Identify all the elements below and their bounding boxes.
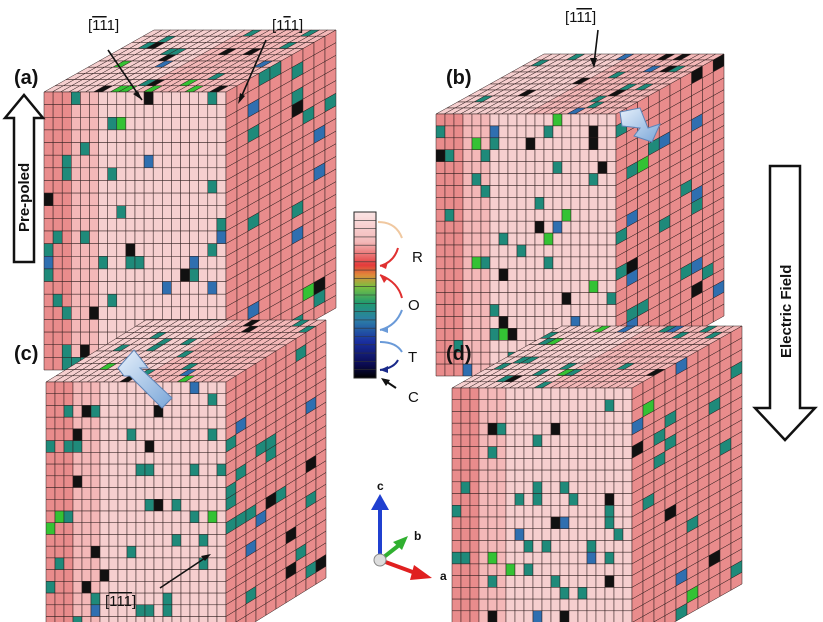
axis-label-a: a	[440, 569, 447, 583]
annotation-a-right: [111]	[238, 17, 303, 104]
cubes-layer	[43, 29, 743, 622]
cube-c	[45, 319, 327, 622]
pre-poled-label: Pre-poled	[16, 163, 33, 232]
axis-label-c: c	[377, 479, 384, 493]
axis-label-b: b	[414, 529, 421, 543]
panel-label-d: (d)	[446, 343, 472, 365]
electric-field-label: Electric Field	[778, 265, 795, 358]
polarization-arrow-b	[619, 107, 661, 143]
electric-field-arrow: Electric Field	[752, 164, 818, 442]
phase-legend: R O T C	[353, 211, 423, 406]
panel-label-a: (a)	[14, 67, 38, 89]
annotation-b-top: [111]	[565, 9, 599, 68]
annotation-a-left: [111]	[88, 17, 143, 101]
legend-label-r: R	[412, 249, 423, 266]
cube-a	[43, 29, 337, 371]
legend-label-o: O	[408, 297, 420, 314]
cube-b	[435, 53, 725, 377]
svg-text:[111]: [111]	[105, 593, 136, 610]
svg-text:[111]: [111]	[565, 9, 596, 26]
panel-label-c: (c)	[14, 343, 38, 365]
pre-poled-arrow: Pre-poled	[2, 93, 46, 264]
cube-d	[451, 325, 743, 622]
axes-triad: c b a	[371, 479, 447, 583]
panel-label-b: (b)	[446, 67, 472, 89]
svg-text:[111]: [111]	[88, 17, 119, 34]
polarization-arrow-c	[117, 349, 173, 409]
annotation-c-bottom: [111]	[105, 554, 211, 610]
legend-label-t: T	[408, 349, 417, 366]
legend-label-c: C	[408, 389, 419, 406]
svg-text:[111]: [111]	[272, 17, 303, 34]
